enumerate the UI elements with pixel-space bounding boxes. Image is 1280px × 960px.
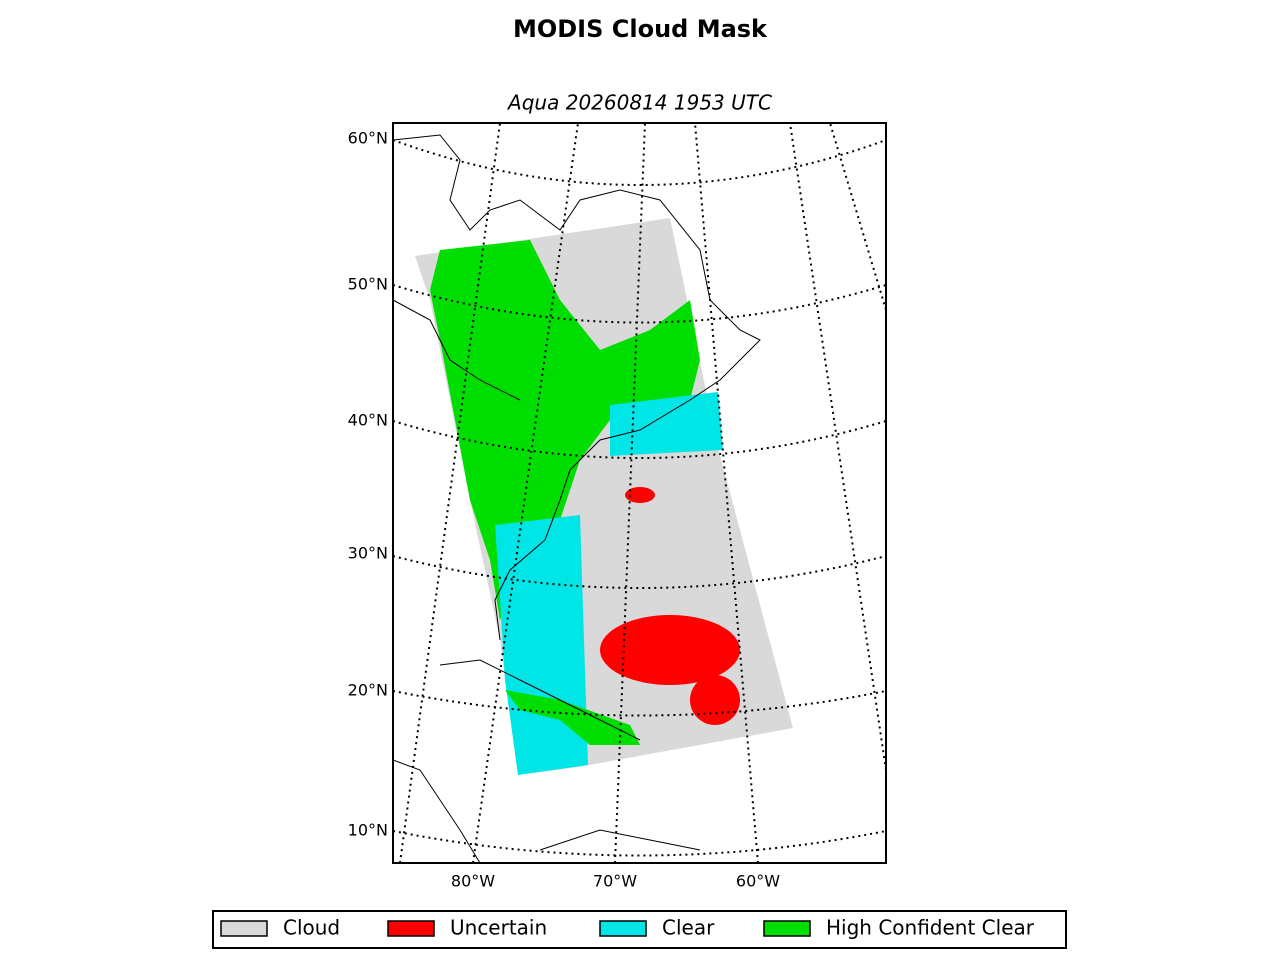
- lon-label: 70°W: [593, 872, 637, 891]
- lat-label: 30°N: [348, 544, 388, 563]
- meridian: [399, 123, 501, 863]
- lat-label: 20°N: [348, 681, 388, 700]
- lat-label: 10°N: [348, 821, 388, 840]
- swath-uncertain: [690, 675, 740, 725]
- lat-label: 40°N: [348, 411, 388, 430]
- meridian: [789, 123, 886, 771]
- legend-label: Uncertain: [450, 916, 547, 940]
- swath-uncertain: [600, 615, 740, 685]
- legend-label: Clear: [662, 916, 715, 940]
- legend-swatch: [387, 920, 435, 937]
- legend-swatch: [763, 920, 811, 937]
- swath-high-clear: [505, 690, 640, 745]
- swath-uncertain: [625, 487, 655, 503]
- meridian: [829, 123, 886, 311]
- legend-swatch: [220, 920, 268, 937]
- lat-label: 50°N: [348, 275, 388, 294]
- lon-label: 80°W: [451, 872, 495, 891]
- parallel: [393, 690, 886, 717]
- legend-swatch: [599, 920, 647, 937]
- meridian: [694, 123, 759, 863]
- swath-clear: [610, 392, 723, 456]
- lon-label: 60°W: [736, 872, 780, 891]
- swath-clear: [495, 515, 588, 775]
- legend-label: High Confident Clear: [826, 916, 1035, 940]
- title: MODIS Cloud Mask: [513, 15, 768, 43]
- parallel: [393, 139, 886, 186]
- parallel: [393, 830, 886, 857]
- lat-label: 60°N: [348, 129, 388, 148]
- meridian: [472, 123, 579, 863]
- map-area: [393, 123, 886, 863]
- map-frame: [392, 122, 887, 864]
- legend-label: Cloud: [283, 916, 340, 940]
- subtitle: Aqua 20260814 1953 UTC: [506, 91, 772, 115]
